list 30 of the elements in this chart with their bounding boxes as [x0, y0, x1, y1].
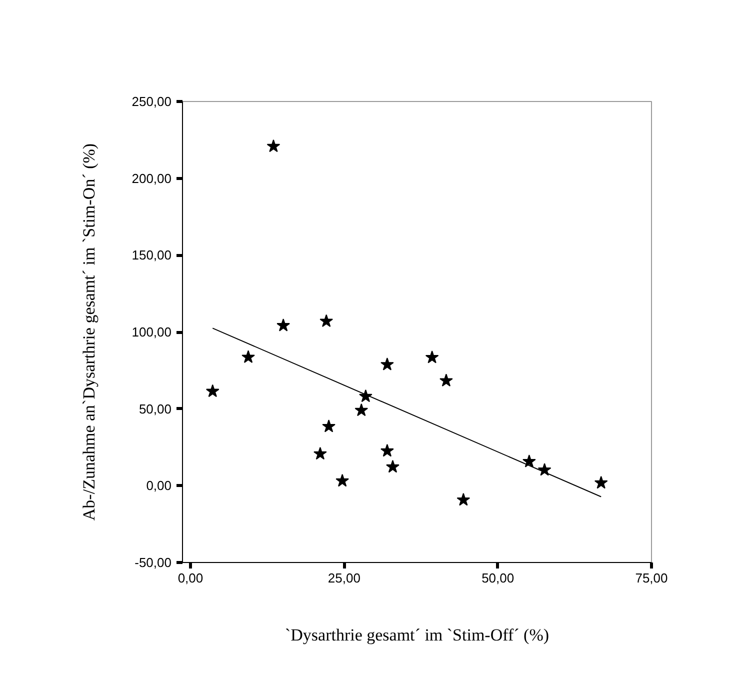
y-axis-title: Ab-/Zunahme an`Dysarthrie gesamt´ im `Stim-On´ (%) [80, 143, 99, 521]
y-tick-label: 50,00 [138, 401, 172, 416]
x-tick-label: 0,00 [178, 570, 204, 586]
y-tick-label: 0,00 [146, 478, 172, 494]
point [354, 403, 368, 416]
x-tick-label: 25,00 [328, 570, 360, 586]
y-tick-label: 250,00 [132, 94, 172, 109]
point [276, 318, 290, 332]
point [440, 374, 453, 386]
x-axis-title: `Dysarthrie gesamt´ im `Stim-Off´ (%) [284, 626, 550, 644]
point [456, 492, 470, 506]
point [522, 454, 536, 468]
point [322, 420, 336, 432]
x-tick-label: 75,00 [635, 570, 668, 586]
point [314, 446, 327, 460]
point [320, 314, 334, 327]
x-tick-label: 50,00 [482, 570, 514, 586]
y-tick-label: 100,00 [132, 324, 172, 340]
y-tick-label: -50,00 [134, 555, 172, 570]
point [386, 460, 400, 473]
y-tick-label: 200,00 [132, 170, 172, 186]
point [380, 444, 394, 457]
point [242, 350, 255, 363]
point [594, 476, 608, 489]
point [336, 474, 349, 487]
y-tick-label: 150,00 [132, 248, 172, 263]
point [206, 384, 220, 398]
point [425, 350, 439, 364]
point [266, 139, 280, 152]
point [380, 358, 394, 370]
